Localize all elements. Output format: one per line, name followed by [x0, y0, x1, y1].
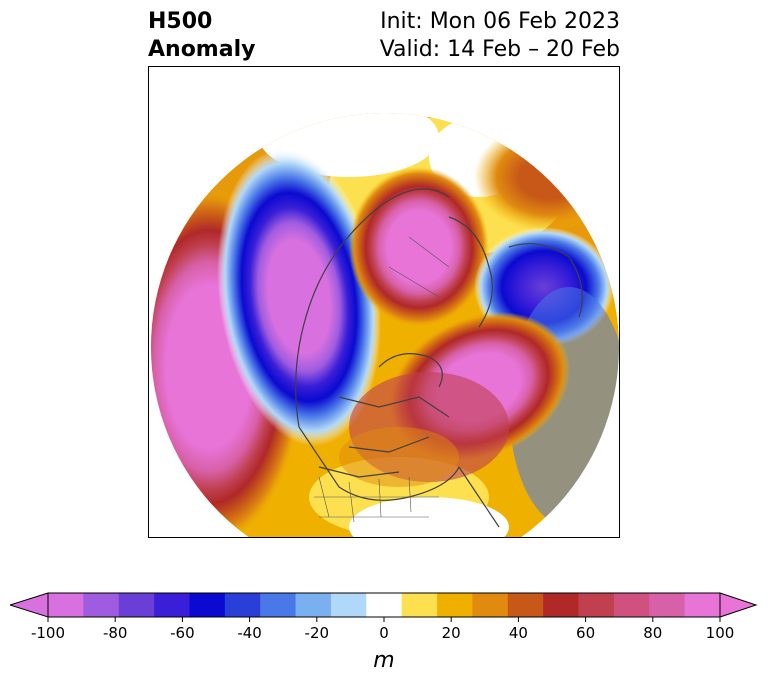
colorbar-tick-label: 40	[508, 624, 528, 642]
colorbar-swatch	[684, 593, 721, 617]
colorbar-tick-label: -40	[237, 624, 262, 642]
colorbar-swatch	[83, 593, 120, 617]
colorbar-swatch	[189, 593, 226, 617]
title-field: Anomaly	[148, 37, 256, 62]
colorbar-swatch	[472, 593, 509, 617]
colorbar	[8, 590, 758, 628]
colorbar-swatch	[295, 593, 332, 617]
colorbar-swatch	[507, 593, 544, 617]
init-date: Init: Mon 06 Feb 2023	[380, 9, 620, 34]
colorbar-swatch	[330, 593, 367, 617]
valid-range: Valid: 14 Feb – 20 Feb	[379, 37, 620, 62]
map-panel	[148, 66, 620, 538]
colorbar-extend-high	[719, 592, 758, 618]
colorbar-tick-label: -20	[304, 624, 330, 642]
colorbar-tick-label: 80	[643, 624, 663, 642]
colorbar-swatch	[154, 593, 190, 617]
colorbar-tick-label: 20	[441, 624, 461, 642]
colorbar-swatch	[366, 593, 403, 617]
plot-title: H500 Anomaly	[148, 8, 255, 64]
colorbar-tick-label: -60	[170, 624, 195, 642]
colorbar-svg	[8, 592, 758, 622]
colorbar-swatch	[543, 593, 580, 617]
colorbar-tick-label: -80	[102, 624, 128, 642]
colorbar-swatch	[224, 593, 261, 617]
colorbar-swatch	[437, 593, 473, 617]
plot-dates: Init: Mon 06 Feb 2023 Valid: 14 Feb – 20…	[380, 8, 620, 64]
colorbar-swatch	[260, 593, 297, 617]
colorbar-tick-label: 100	[705, 624, 735, 642]
colorbar-swatch	[578, 593, 615, 617]
colorbar-swatch	[649, 593, 686, 617]
colorbar-extend-low	[8, 592, 49, 618]
colorbar-tick-label: 60	[576, 624, 596, 642]
colorbar-swatch	[118, 593, 155, 617]
colorbar-swatch	[613, 593, 650, 617]
colorbar-swatch	[48, 593, 84, 617]
colorbar-tick-label: -100	[30, 624, 66, 642]
colorbar-tick-label: 0	[379, 624, 389, 642]
title-variable: H500	[148, 9, 213, 34]
colorbar-units-label: m	[373, 648, 395, 673]
colorbar-swatch	[401, 593, 438, 617]
anomaly-map	[151, 113, 619, 537]
